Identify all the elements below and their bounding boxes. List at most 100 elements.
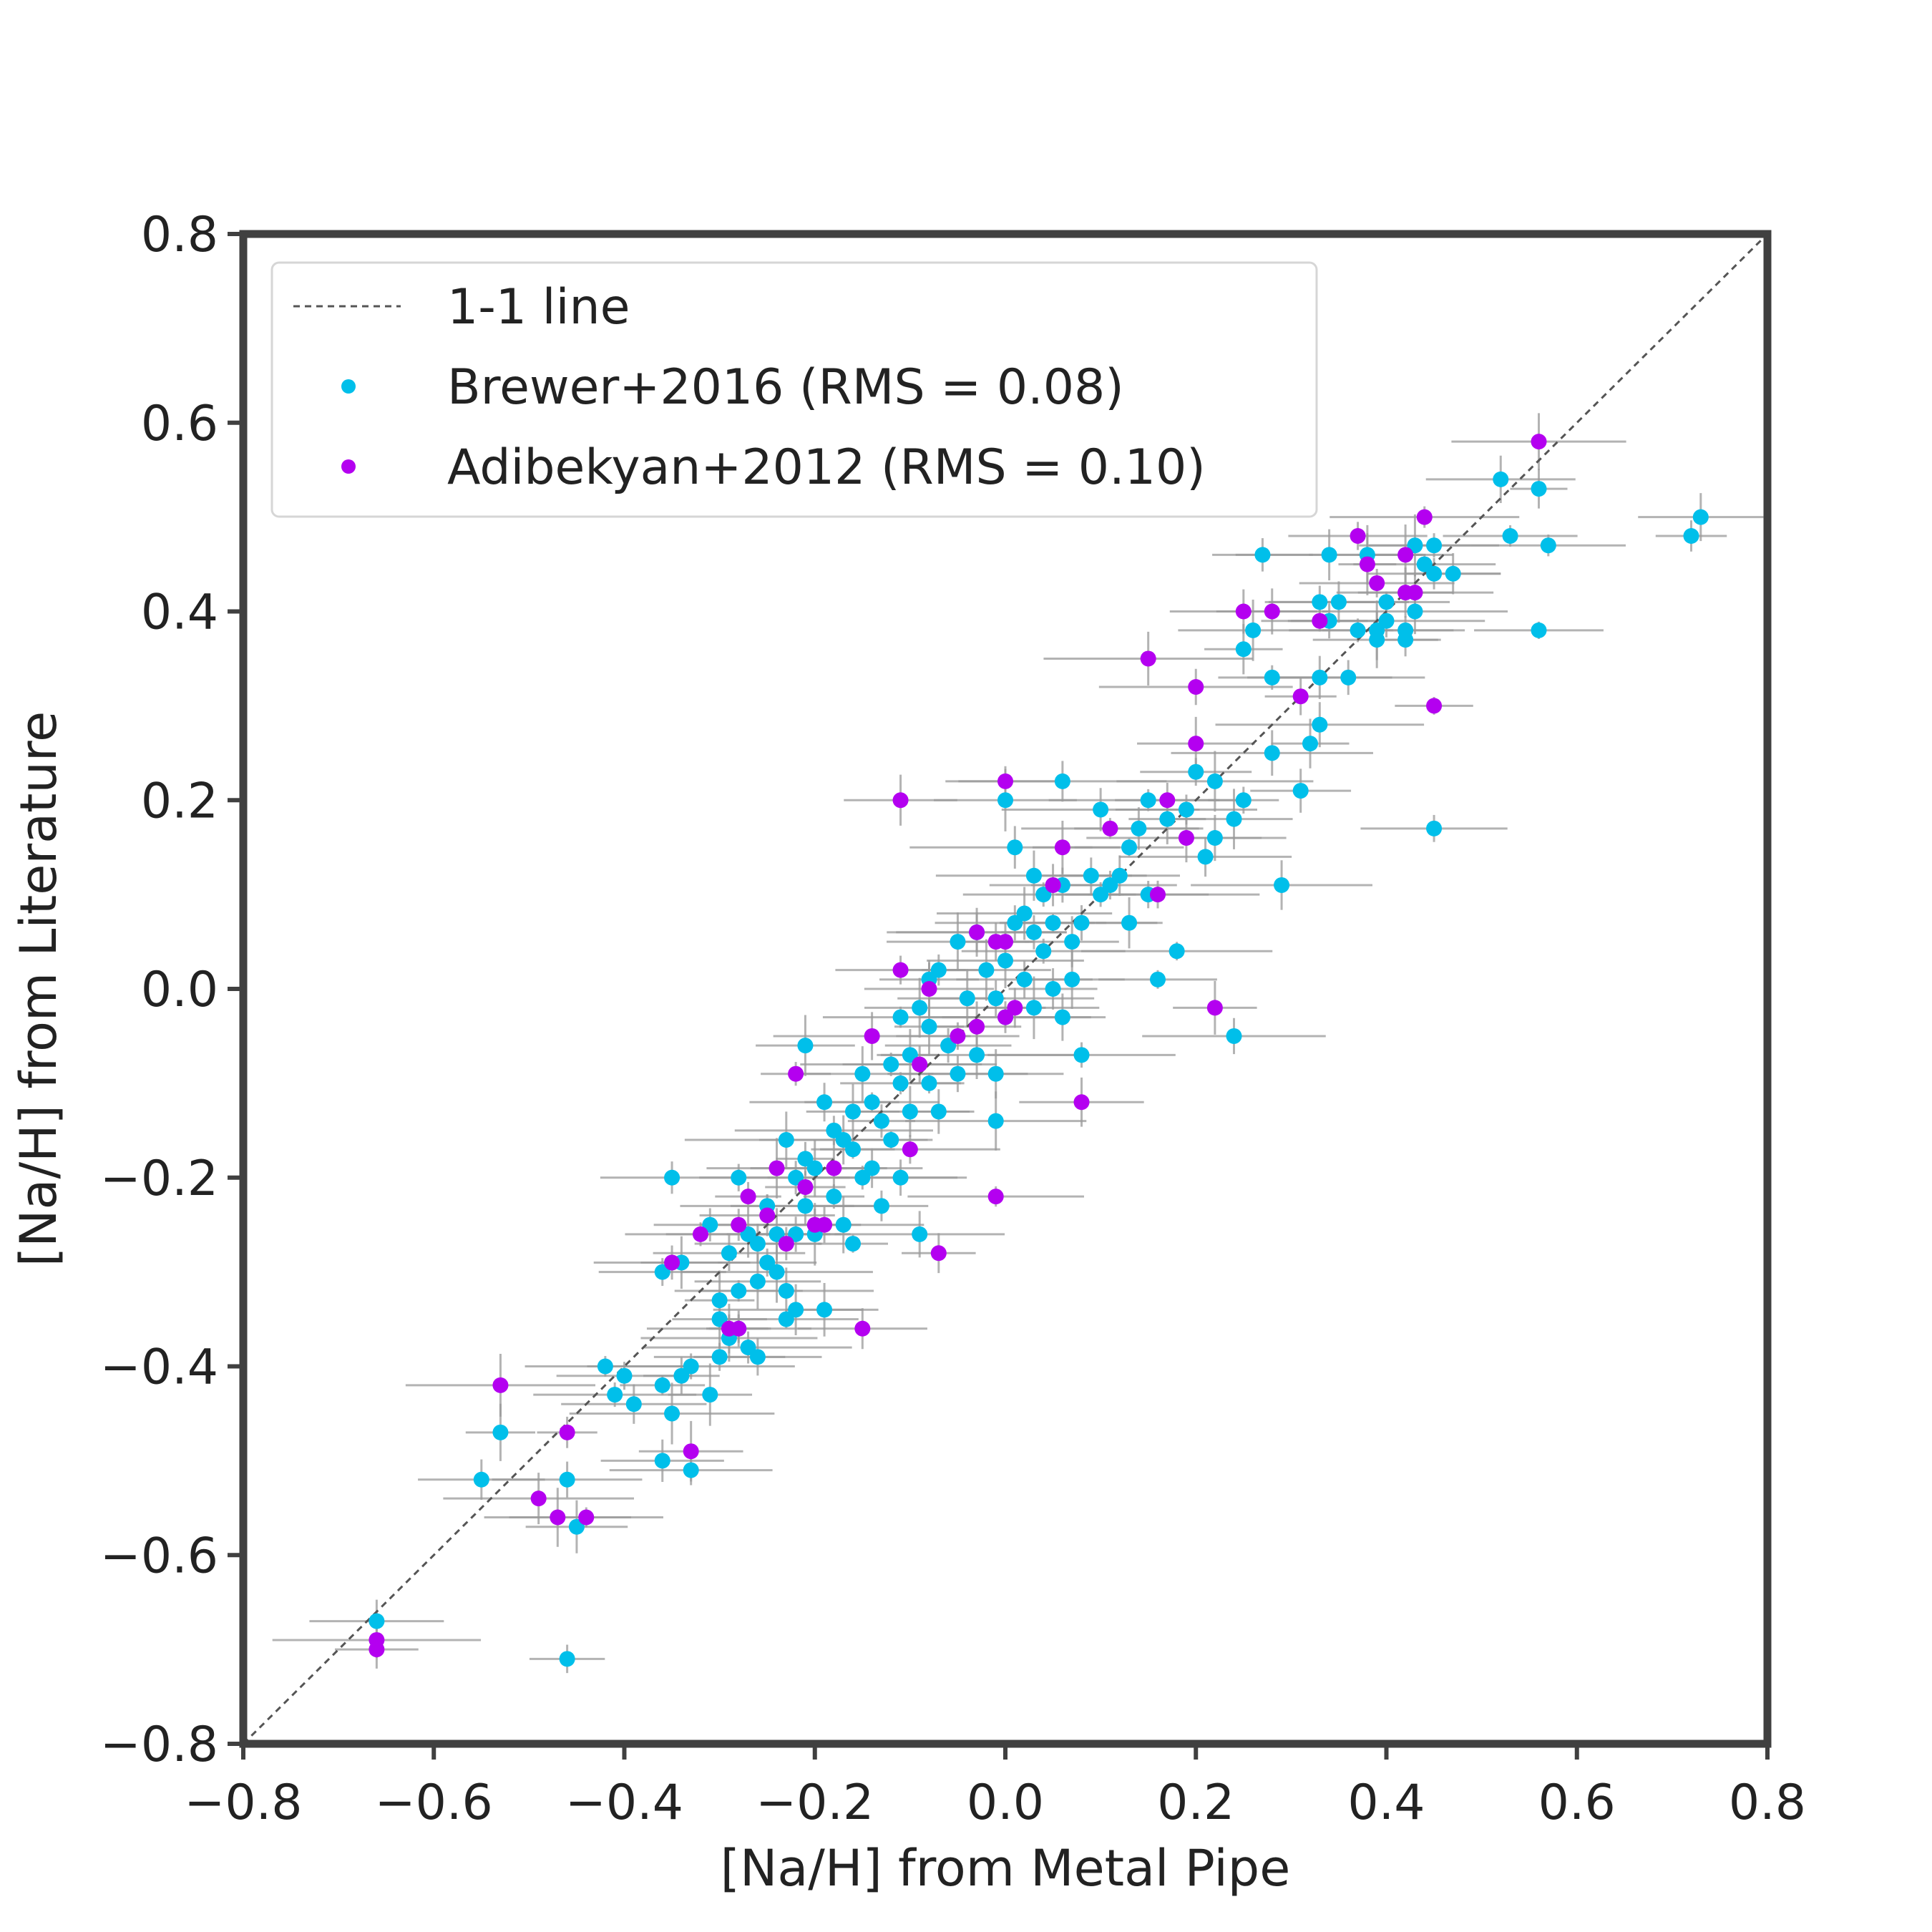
brewer-point xyxy=(1169,943,1185,960)
brewer-point xyxy=(1531,481,1547,497)
brewer-point xyxy=(492,1424,509,1440)
adibekyan-point xyxy=(693,1226,708,1242)
legend-marker-brewer xyxy=(341,379,356,394)
brewer-point xyxy=(473,1471,489,1488)
brewer-point xyxy=(1150,971,1166,987)
adibekyan-point xyxy=(1397,547,1414,563)
brewer-point xyxy=(1493,471,1509,487)
brewer-point xyxy=(1226,811,1242,827)
x-tick-label: 0.6 xyxy=(1538,1775,1616,1831)
brewer-point xyxy=(892,1169,909,1186)
brewer-point xyxy=(806,1160,823,1176)
brewer-point xyxy=(912,1000,928,1016)
brewer-point xyxy=(864,1094,880,1111)
adibekyan-point xyxy=(969,924,985,940)
adibekyan-point xyxy=(892,962,909,978)
one-to-one-line xyxy=(242,233,1769,1745)
brewer-point xyxy=(1045,981,1061,997)
adibekyan-point xyxy=(1264,603,1280,620)
brewer-point xyxy=(721,1245,737,1262)
brewer-point xyxy=(1235,792,1252,809)
adibekyan-point xyxy=(950,1028,966,1044)
brewer-point xyxy=(1206,773,1223,789)
brewer-point xyxy=(883,1056,899,1073)
legend-box xyxy=(270,261,1318,518)
brewer-point xyxy=(1426,537,1443,554)
brewer-point xyxy=(816,1302,833,1318)
adibekyan-point xyxy=(997,934,1013,950)
adibekyan-point xyxy=(1407,585,1423,601)
adibekyan-point xyxy=(731,1320,747,1337)
brewer-point xyxy=(711,1349,728,1365)
error-bars xyxy=(272,413,1764,1674)
x-axis-ticks: −0.8 −0.6 −0.4 −0.2 0.0 0.2 0.4 0.6 0.8 xyxy=(184,1744,1806,1831)
adibekyan-point xyxy=(731,1216,747,1233)
brewer-point xyxy=(1054,773,1070,789)
y-axis-ticks: −0.8 −0.6 −0.4 −0.2 0.0 0.2 0.4 0.6 0.8 xyxy=(100,207,243,1773)
brewer-point xyxy=(1340,669,1357,686)
brewer-point xyxy=(1445,565,1461,582)
brewer-point xyxy=(826,1189,842,1205)
brewer-point xyxy=(987,990,1004,1007)
adibekyan-point xyxy=(892,792,909,809)
adibekyan-point xyxy=(550,1509,566,1526)
brewer-point xyxy=(912,1226,928,1242)
brewer-point xyxy=(1016,971,1033,987)
brewer-point xyxy=(1378,613,1395,629)
adibekyan-point xyxy=(769,1160,785,1176)
brewer-point xyxy=(816,1094,833,1111)
brewer-point xyxy=(1159,811,1176,827)
brewer-point xyxy=(1274,877,1290,893)
brewer-point xyxy=(1111,867,1128,884)
brewer-point xyxy=(1073,914,1090,931)
adibekyan-point xyxy=(683,1443,699,1460)
legend-label-adibekyan: Adibekyan+2012 (RMS = 0.10) xyxy=(447,439,1206,496)
brewer-point xyxy=(1397,632,1414,648)
adibekyan-point xyxy=(759,1207,776,1224)
x-tick-label: −0.8 xyxy=(184,1775,302,1831)
adibekyan-point xyxy=(1045,877,1061,893)
brewer-point xyxy=(1016,905,1033,922)
brewer-point xyxy=(845,1141,861,1158)
brewer-point xyxy=(1025,1000,1042,1016)
adibekyan-point xyxy=(797,1179,814,1195)
brewer-point xyxy=(625,1396,642,1413)
brewer-point xyxy=(369,1613,385,1629)
brewer-point xyxy=(1206,830,1223,846)
brewer-point xyxy=(702,1387,718,1403)
brewer-point xyxy=(1045,914,1061,931)
brewer-point xyxy=(749,1349,766,1365)
brewer-point xyxy=(1531,622,1547,638)
adibekyan-point xyxy=(864,1028,880,1044)
brewer-point xyxy=(1054,1009,1070,1025)
adibekyan-point xyxy=(1312,613,1328,629)
brewer-point xyxy=(921,1018,937,1035)
brewer-point xyxy=(683,1358,699,1375)
legend-label-brewer: Brewer+2016 (RMS = 0.08) xyxy=(447,359,1124,416)
brewer-point xyxy=(797,1038,814,1054)
brewer-point xyxy=(1178,801,1194,818)
brewer-point xyxy=(978,962,995,978)
brewer-point xyxy=(1407,603,1423,620)
y-tick-label: 0.0 xyxy=(141,962,218,1018)
adibekyan-point xyxy=(740,1189,756,1205)
x-tick-label: −0.2 xyxy=(756,1775,874,1831)
brewer-point xyxy=(1264,669,1280,686)
brewer-point xyxy=(1312,716,1328,733)
y-tick-label: 0.2 xyxy=(141,773,218,829)
brewer-point xyxy=(731,1283,747,1299)
x-tick-label: −0.4 xyxy=(565,1775,683,1831)
adibekyan-point xyxy=(816,1216,833,1233)
brewer-point xyxy=(1064,971,1080,987)
brewer-point xyxy=(845,1236,861,1252)
x-axis-title: [Na/H] from Metal Pipe xyxy=(721,1839,1291,1898)
data-points xyxy=(369,434,1709,1667)
adibekyan-point xyxy=(969,1018,985,1035)
brewer-point xyxy=(1188,763,1204,780)
brewer-point xyxy=(1369,632,1385,648)
legend-marker-adibekyan xyxy=(341,459,356,474)
brewer-point xyxy=(1245,622,1262,638)
adibekyan-point xyxy=(664,1254,680,1271)
brewer-point xyxy=(1235,641,1252,658)
